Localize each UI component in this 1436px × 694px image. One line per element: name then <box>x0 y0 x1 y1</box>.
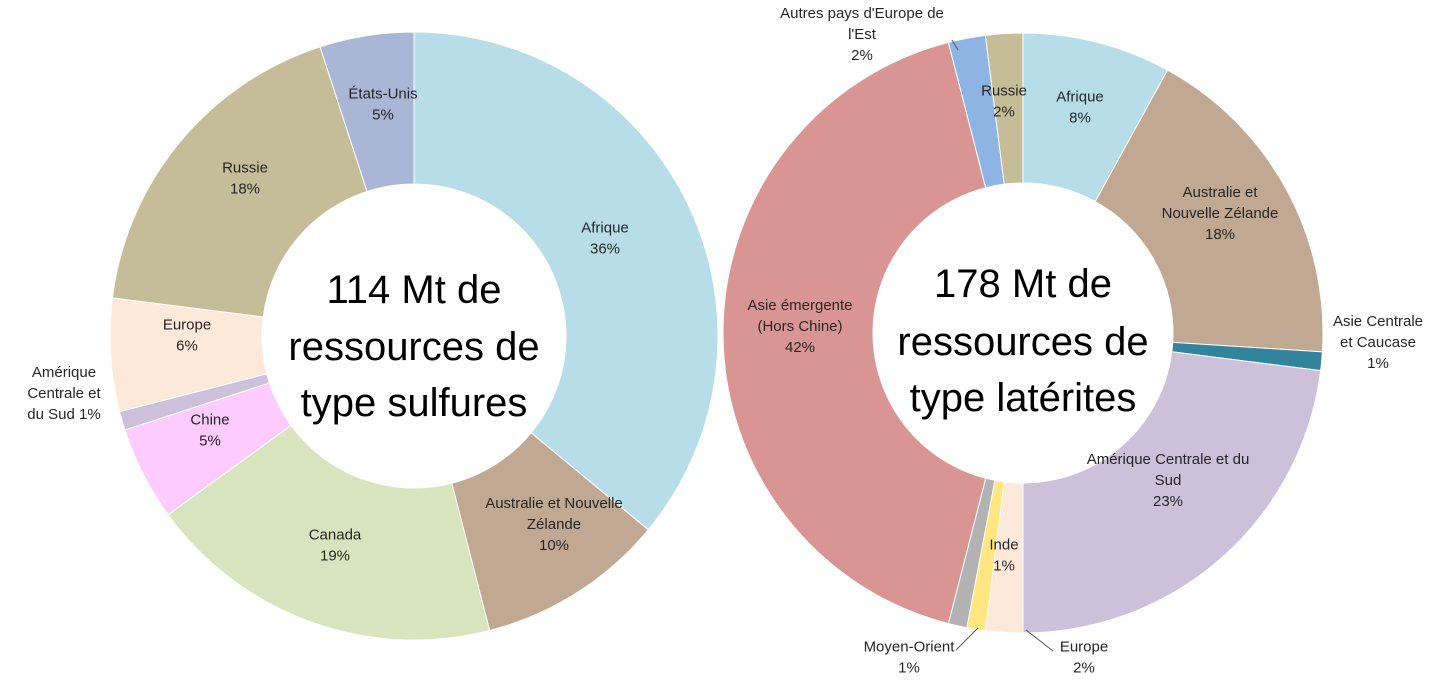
center-title: 114 Mt de ressources de type sulfures <box>288 268 539 425</box>
label-chine: Chine 5% <box>190 412 229 450</box>
label-canada: Canada 19% <box>309 527 362 565</box>
label-asie-centrale: Asie Centrale et Caucase 1% <box>1333 313 1423 372</box>
label-moyen-orient: Moyen-Orient 1% <box>864 639 956 677</box>
center-title: 178 Mt de ressources de type latérites <box>897 262 1148 420</box>
donut-hole <box>873 183 1173 483</box>
label-asie-emergente: Asie émergente (Hors Chine) 42% <box>747 297 852 356</box>
label-russie: Russie 18% <box>222 160 268 198</box>
donut-hole <box>262 184 566 488</box>
leader-line <box>951 39 959 51</box>
label-afrique: Afrique 36% <box>581 220 629 258</box>
donut-chart-1: Afrique 36% Australie et Nouvelle Zélande 10… <box>27 31 719 641</box>
donut-chart-2: Afrique 8% Australie et Nouvelle Zélande 18%… <box>722 5 1423 677</box>
label-etats-unis: États-Unis 5% <box>348 86 417 124</box>
leader-line <box>1025 629 1054 652</box>
label-australie-et-nouvelle: Australie et Nouvelle Zélande 10% <box>485 495 623 554</box>
label-europe: Europe 2% <box>1060 639 1108 677</box>
leader-line <box>955 627 979 651</box>
slice-etats-unis <box>319 31 415 193</box>
label-autres-pays-d-europe-de: Autres pays d'Europe de l'Est 2% <box>780 5 944 64</box>
label-inde: Inde 1% <box>989 537 1018 575</box>
label-australie-et: Australie et Nouvelle Zélande 18% <box>1162 184 1279 243</box>
label-russie: Russie 2% <box>981 83 1027 121</box>
label-afrique: Afrique 8% <box>1056 89 1104 127</box>
label-amerique-centrale-et-du: Amérique Centrale et du Sud 23% <box>1087 451 1250 510</box>
label-amerique: Amérique Centrale et du Sud 1% <box>27 364 101 423</box>
label-europe: Europe 6% <box>163 317 211 355</box>
